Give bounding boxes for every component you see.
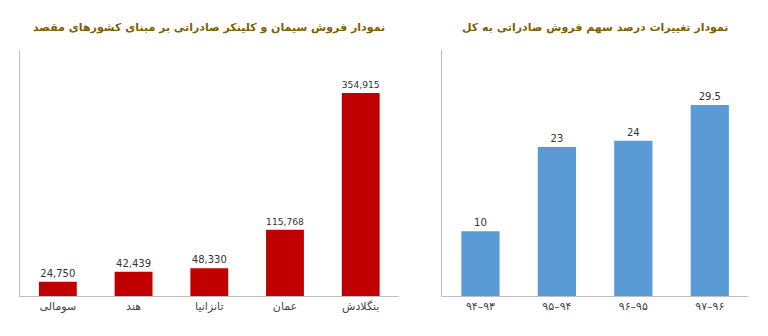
svg-text:سومالی: سومالی <box>40 300 77 313</box>
svg-text:48,330: 48,330 <box>192 254 227 265</box>
svg-text:354,915: 354,915 <box>342 80 380 90</box>
svg-text:24: 24 <box>627 127 640 138</box>
svg-text:عمان: عمان <box>273 300 297 313</box>
svg-text:10: 10 <box>474 217 487 228</box>
svg-text:42,439: 42,439 <box>116 258 151 269</box>
svg-text:29.5: 29.5 <box>699 91 721 102</box>
svg-text:بنگلادش: بنگلادش <box>342 300 379 313</box>
svg-text:۹۴–۹۳: ۹۴–۹۳ <box>466 300 495 313</box>
svg-text:تانزانیا: تانزانیا <box>195 300 223 313</box>
svg-text:هند: هند <box>126 300 141 313</box>
svg-text:۹۷–۹۶: ۹۷–۹۶ <box>695 300 724 313</box>
svg-text:۹۵–۹۴: ۹۵–۹۴ <box>542 300 571 313</box>
svg-text:نمودار فروش سیمان و کلینکر صاد: نمودار فروش سیمان و کلینکر صادراتی بر مب… <box>33 21 385 34</box>
svg-text:۹۶–۹۵: ۹۶–۹۵ <box>619 300 648 313</box>
svg-text:115,768: 115,768 <box>266 217 304 227</box>
svg-text:نمودار تغییرات درصد سهم فروش ص: نمودار تغییرات درصد سهم فروش صادراتی به … <box>462 21 728 34</box>
svg-text:23: 23 <box>551 133 564 144</box>
svg-text:24,750: 24,750 <box>40 268 75 279</box>
